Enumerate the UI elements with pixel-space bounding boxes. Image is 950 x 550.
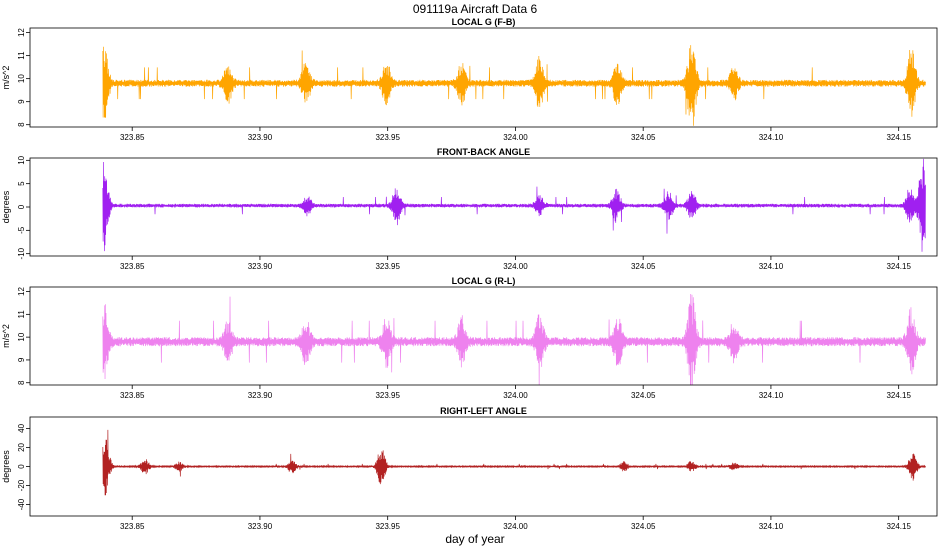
plot-frame: [29, 286, 938, 386]
x-tick-label: 323.95: [375, 133, 400, 142]
series-line: [102, 45, 926, 126]
panels: LOCAL G (F-B) m/s^2 323.85 323.90 323.95 324.…: [1, 17, 938, 531]
y-tick-label: 10: [17, 74, 26, 83]
x-tick-label: 323.85: [120, 262, 145, 271]
x-tick-label: 324.00: [503, 262, 528, 271]
y-tick-label: 0: [17, 204, 26, 209]
panel-title: RIGHT-LEFT ANGLE: [440, 406, 527, 416]
x-tick-label: 324.10: [759, 262, 784, 271]
y-axis-label: degrees: [1, 190, 11, 223]
y-tick-label: -5: [17, 226, 26, 234]
x-tick-label: 323.90: [248, 133, 273, 142]
y-tick-label: 12: [17, 28, 26, 37]
x-tick-label: 324.00: [503, 522, 528, 531]
y-tick-label: -40: [17, 498, 26, 510]
y-tick-label: 8: [17, 122, 26, 127]
x-tick-label: 323.95: [375, 391, 400, 400]
y-tick-label: 40: [17, 423, 26, 432]
y-tick-label: 20: [17, 442, 26, 451]
x-tick-label: 324.05: [631, 262, 656, 271]
y-tick-label: 5: [17, 181, 26, 186]
x-tick-label: 323.85: [120, 391, 145, 400]
panel-2: FRONT-BACK ANGLE degrees 323.85 323.90 323.9…: [1, 147, 938, 271]
y-axis-label: degrees: [1, 450, 11, 483]
x-tick-label: 323.90: [248, 262, 273, 271]
panel-title: LOCAL G (F-B): [452, 17, 516, 27]
y-tick-label: 12: [17, 287, 26, 296]
panel-title: FRONT-BACK ANGLE: [437, 147, 530, 157]
x-tick-label: 324.00: [503, 133, 528, 142]
x-tick-label: 323.85: [120, 522, 145, 531]
x-tick-label: 324.15: [886, 262, 911, 271]
figure-xlabel: day of year: [445, 532, 504, 546]
x-tick-label: 324.05: [631, 522, 656, 531]
y-axis-label: m/s^2: [1, 66, 11, 90]
x-tick-label: 323.95: [375, 522, 400, 531]
x-tick-label: 323.90: [248, 391, 273, 400]
y-tick-label: 8: [17, 380, 26, 385]
y-tick-label: 11: [17, 310, 26, 319]
y-tick-label: -20: [17, 479, 26, 491]
x-tick-label: 324.00: [503, 391, 528, 400]
x-tick-label: 324.15: [886, 391, 911, 400]
series-line: [102, 158, 926, 252]
y-tick-label: 9: [17, 357, 26, 362]
x-tick-label: 323.95: [375, 262, 400, 271]
y-tick-label: 11: [17, 51, 26, 60]
y-tick-label: 10: [17, 155, 26, 164]
plot-frame: [29, 27, 938, 128]
series-line: [102, 294, 926, 386]
y-tick-label: 0: [17, 464, 26, 469]
y-tick-label: 9: [17, 99, 26, 104]
series-line: [102, 429, 926, 496]
panel-1: LOCAL G (F-B) m/s^2 323.85 323.90 323.95 324.…: [1, 17, 938, 142]
x-tick-label: 324.10: [759, 133, 784, 142]
panel-title: LOCAL G (R-L): [452, 276, 516, 286]
y-tick-label: -10: [17, 247, 26, 259]
x-tick-label: 323.90: [248, 522, 273, 531]
x-tick-label: 323.85: [120, 133, 145, 142]
x-tick-label: 324.10: [759, 522, 784, 531]
x-tick-label: 324.15: [886, 522, 911, 531]
x-tick-label: 324.05: [631, 391, 656, 400]
figure-title: 091119a Aircraft Data 6: [413, 2, 538, 16]
panel-4: RIGHT-LEFT ANGLE degrees 323.85 323.90 323.9…: [1, 406, 938, 531]
y-tick-label: 10: [17, 332, 26, 341]
y-axis-label: m/s^2: [1, 324, 11, 348]
panel-3: LOCAL G (R-L) m/s^2 323.85 323.90 323.95 324.…: [1, 276, 938, 400]
x-tick-label: 324.10: [759, 391, 784, 400]
x-tick-label: 324.15: [886, 133, 911, 142]
x-tick-label: 324.05: [631, 133, 656, 142]
